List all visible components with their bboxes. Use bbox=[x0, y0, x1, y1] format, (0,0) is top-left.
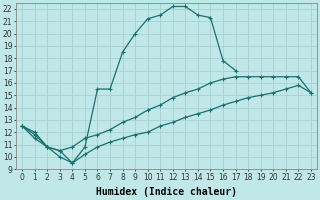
X-axis label: Humidex (Indice chaleur): Humidex (Indice chaleur) bbox=[96, 187, 237, 197]
